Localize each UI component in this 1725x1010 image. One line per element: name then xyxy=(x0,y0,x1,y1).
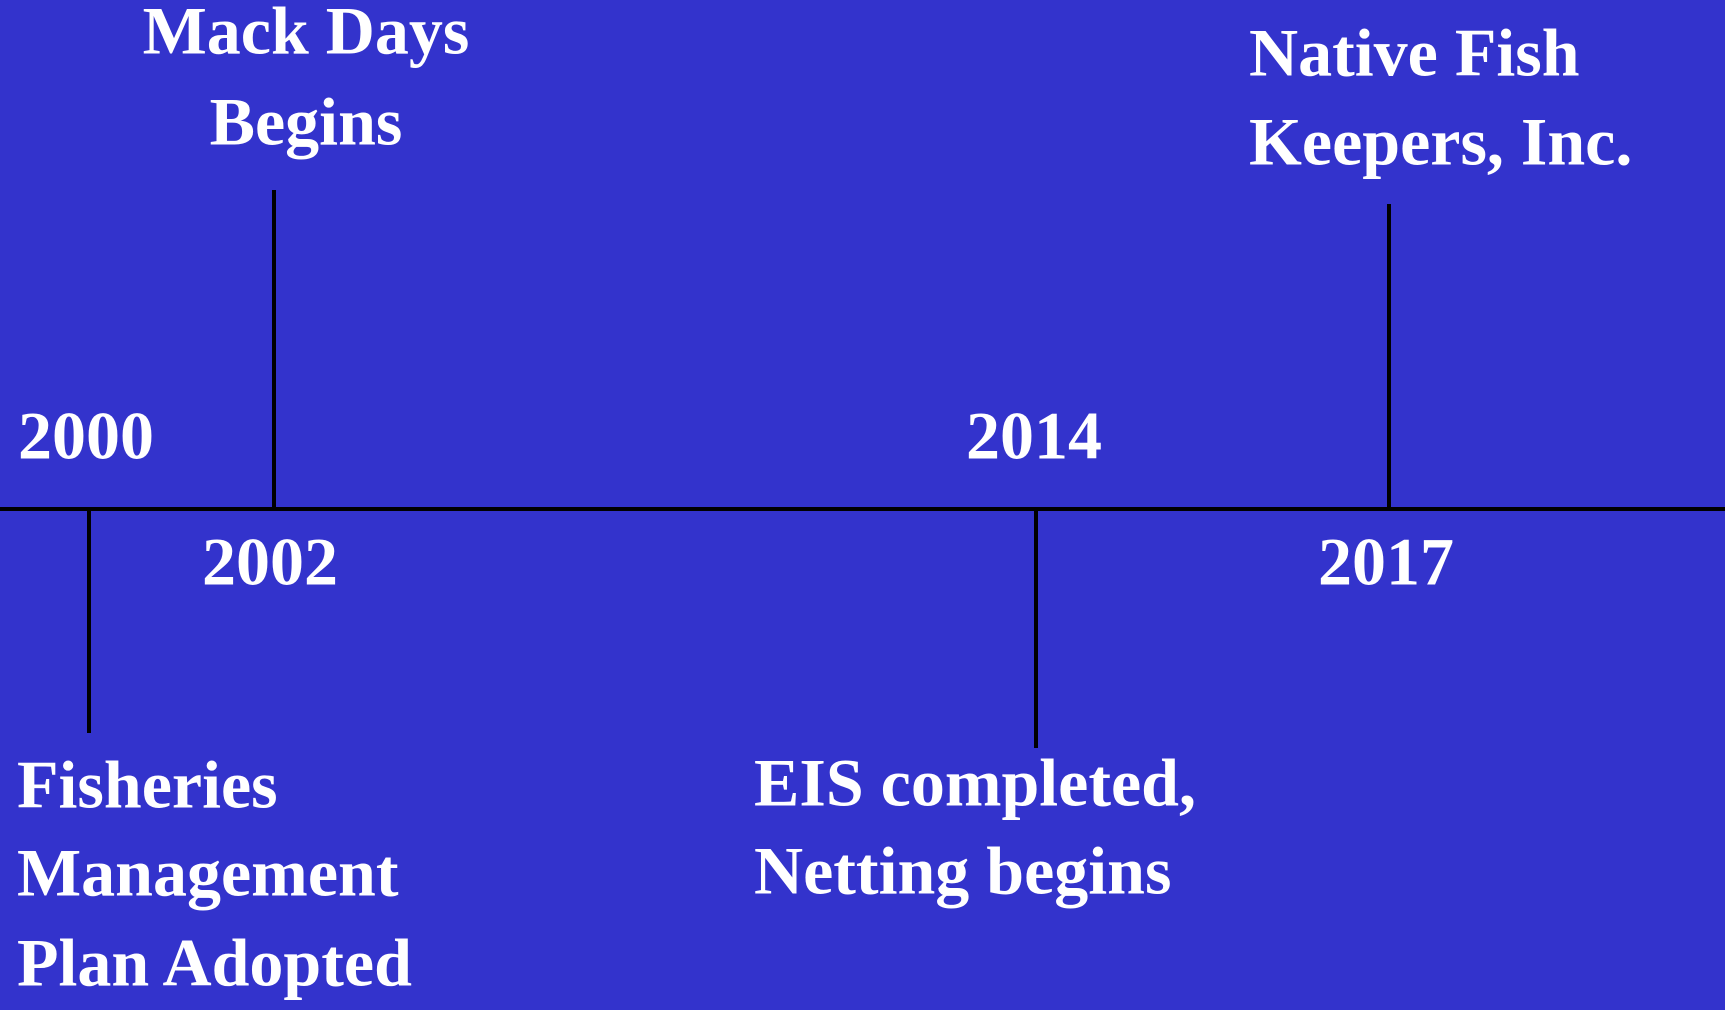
event-label: EIS completed, xyxy=(754,745,1196,821)
event-year: 2014 xyxy=(966,398,1102,474)
event-label: Keepers, Inc. xyxy=(1249,104,1632,180)
event-label: Plan Adopted xyxy=(17,925,412,1001)
event-label: Fisheries xyxy=(17,747,278,823)
event-year: 2017 xyxy=(1318,524,1454,600)
event-label: Native Fish xyxy=(1249,15,1580,91)
event-year: 2000 xyxy=(18,398,154,474)
event-year: 2002 xyxy=(202,524,338,600)
event-label: Begins xyxy=(210,84,403,160)
event-label: Netting begins xyxy=(754,833,1171,909)
event-label: Management xyxy=(17,835,399,911)
event-label: Mack Days xyxy=(143,0,470,69)
